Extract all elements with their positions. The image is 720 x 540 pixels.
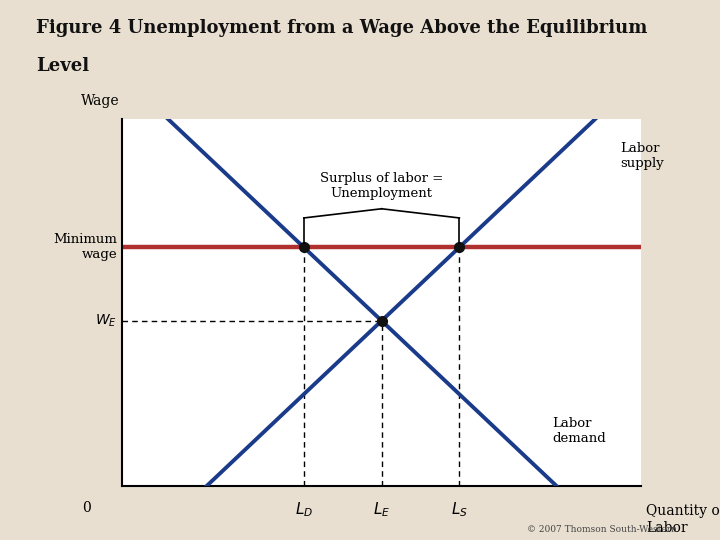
Text: Minimum
wage: Minimum wage [53, 233, 117, 261]
Text: $L_D$: $L_D$ [294, 501, 313, 519]
Text: 0: 0 [82, 501, 91, 515]
Text: Surplus of labor =
Unemployment: Surplus of labor = Unemployment [320, 172, 444, 200]
Text: Level: Level [36, 57, 89, 75]
Text: Figure 4 Unemployment from a Wage Above the Equilibrium: Figure 4 Unemployment from a Wage Above … [36, 19, 647, 37]
Text: $W_E$: $W_E$ [95, 313, 117, 329]
Text: Wage: Wage [81, 94, 120, 108]
Text: Labor
supply: Labor supply [620, 141, 664, 170]
Text: $L_E$: $L_E$ [373, 501, 390, 519]
Text: Quantity of
Labor: Quantity of Labor [646, 504, 720, 535]
Text: Labor
demand: Labor demand [553, 417, 606, 445]
Text: $L_S$: $L_S$ [451, 501, 468, 519]
Text: © 2007 Thomson South-Western: © 2007 Thomson South-Western [527, 524, 677, 534]
